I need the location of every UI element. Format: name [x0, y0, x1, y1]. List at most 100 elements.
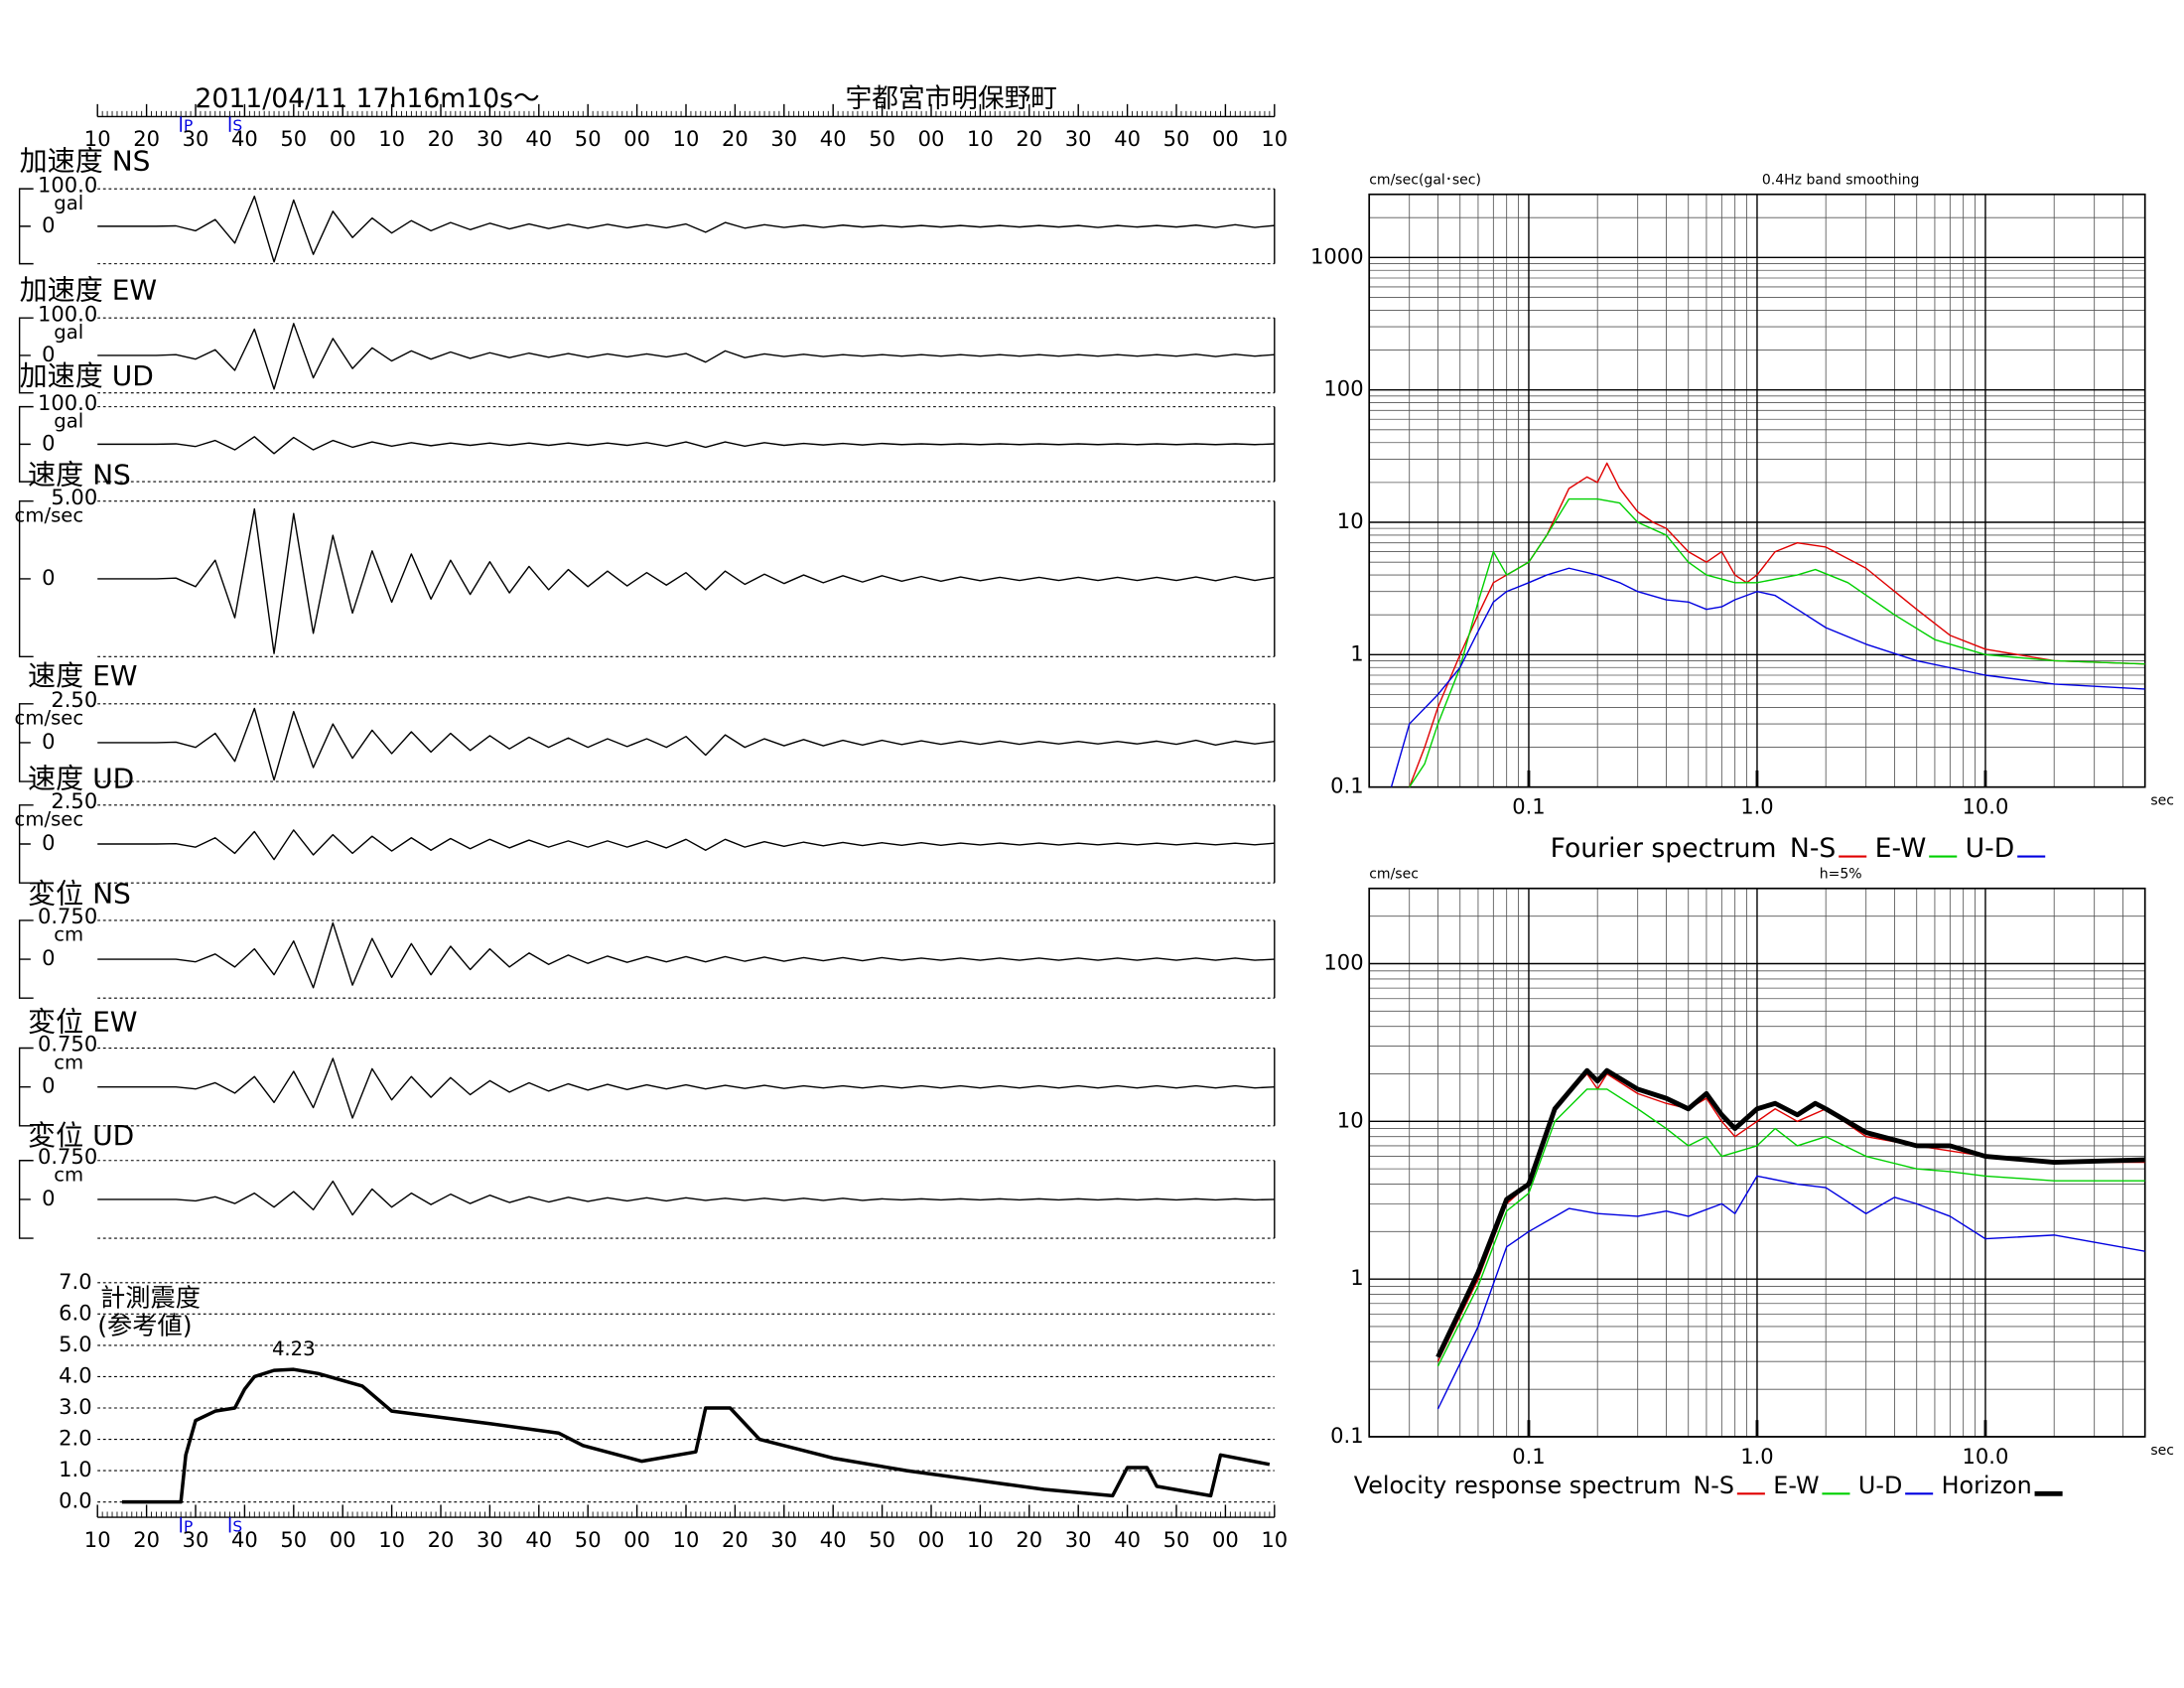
phase-marker-label: S: [232, 1517, 242, 1535]
panel-bracket: [18, 1047, 34, 1127]
x-tick-label: 10: [84, 1528, 111, 1552]
x-tick-label: 40: [231, 1528, 258, 1552]
x-tick-label: 20: [428, 1528, 455, 1552]
x-tick-label: 50: [1163, 127, 1190, 151]
waveform-trace: [97, 1180, 1275, 1216]
y-tick-label: 2.0: [59, 1427, 91, 1451]
y-tick-label: 0: [42, 566, 55, 590]
unit-label: cm/sec: [15, 504, 84, 527]
x-tick-label: 10: [967, 1528, 994, 1552]
unit-label: cm: [54, 1164, 83, 1187]
spectrum-line: [1435, 1067, 2145, 1358]
panel-label: 加速度 EW: [20, 274, 158, 307]
panel-label: 速度 UD: [28, 763, 134, 795]
unit-label: cm/sec: [15, 808, 84, 831]
y-tick-label: 0: [42, 213, 55, 237]
x-tick-label: 20: [722, 127, 749, 151]
y-tick-label: 3.0: [59, 1395, 91, 1419]
x-axis-label: sec: [2150, 1443, 2174, 1459]
y-tick-label: 5.0: [59, 1333, 91, 1356]
waveform-trace: [97, 1057, 1275, 1119]
y-tick-label: 0: [42, 343, 55, 366]
caption: Fourier spectrum: [1551, 833, 1777, 864]
legend-label: N-S: [1693, 1472, 1734, 1499]
x-tick-label: 00: [623, 127, 650, 151]
y-tick-label: 1: [1350, 641, 1363, 665]
unit-label: gal: [54, 192, 83, 214]
panel-label: 加速度 UD: [20, 359, 154, 392]
unit-label: cm/sec: [15, 707, 84, 730]
plot-frame: [1368, 193, 2146, 788]
phase-marker-label: P: [184, 1517, 193, 1535]
panel-bracket: [18, 499, 34, 657]
x-tick-label: 10: [378, 127, 405, 151]
panel-bracket: [18, 703, 34, 782]
panel-label: 変位 EW: [28, 1005, 137, 1038]
x-tick-label: 30: [1065, 1528, 1092, 1552]
y-tick-label: 100: [1323, 377, 1363, 401]
x-tick-label: 1.0: [1740, 1445, 1773, 1469]
x-tick-label: 10.0: [1963, 795, 2009, 819]
y-axis-label: cm/sec: [1369, 867, 1419, 883]
intensity-line: [121, 1367, 1271, 1504]
x-tick-label: 30: [770, 1528, 797, 1552]
y-axis-label: cm/sec(gal･sec): [1369, 173, 1481, 189]
waveform-trace: [97, 436, 1275, 455]
x-tick-label: 50: [575, 1528, 602, 1552]
y-tick-label: 5.00: [51, 486, 97, 509]
phase-marker-label: S: [232, 117, 242, 135]
x-tick-label: 40: [231, 127, 258, 151]
y-tick-label: 0: [42, 946, 55, 970]
y-tick-label: 10: [1337, 509, 1364, 533]
legend-label: E-W: [1875, 833, 1927, 864]
x-tick-label: 30: [183, 127, 209, 151]
x-tick-label: 1.0: [1740, 795, 1773, 819]
y-tick-label: 0: [42, 730, 55, 754]
x-tick-label: 10: [84, 127, 111, 151]
y-tick-label: 0.1: [1330, 774, 1363, 798]
x-tick-label: 00: [918, 1528, 945, 1552]
x-tick-label: 40: [525, 127, 552, 151]
y-tick-label: 7.0: [59, 1270, 91, 1294]
y-tick-label: 0: [42, 1074, 55, 1098]
chart-title: h=5%: [1820, 867, 1862, 883]
legend-label: Horizon: [1942, 1472, 2032, 1499]
panel-bracket: [18, 804, 34, 884]
annotation: 4.23: [272, 1337, 316, 1360]
spectrum-line: [1436, 1072, 2145, 1362]
x-tick-label: 20: [428, 127, 455, 151]
y-tick-label: 100.0: [38, 391, 97, 415]
y-tick-label: 6.0: [59, 1301, 91, 1325]
x-tick-label: 50: [280, 1528, 307, 1552]
panel-bracket: [18, 317, 34, 394]
y-tick-label: 0.0: [59, 1489, 91, 1513]
x-tick-label: 30: [477, 1528, 503, 1552]
x-tick-label: 20: [1016, 127, 1042, 151]
x-tick-label: 00: [918, 127, 945, 151]
panel-label: 加速度 NS: [20, 145, 151, 178]
x-tick-label: 10: [378, 1528, 405, 1552]
y-tick-label: 1.0: [59, 1458, 91, 1481]
y-tick-label: 0: [42, 831, 55, 855]
waveform-trace: [97, 707, 1275, 781]
y-tick-label: 0: [42, 431, 55, 455]
x-tick-label: 00: [1212, 1528, 1239, 1552]
x-axis-label: sec: [2150, 793, 2174, 809]
x-tick-label: 40: [820, 1528, 847, 1552]
panel-label: 速度 EW: [28, 659, 137, 692]
unit-label: gal: [54, 321, 83, 344]
x-tick-label: 50: [280, 127, 307, 151]
panel-bracket: [18, 919, 34, 999]
legend-label: N-S: [1790, 833, 1836, 864]
x-tick-label: 30: [770, 127, 797, 151]
legend-label: U-D: [1858, 1472, 1902, 1499]
waveform-trace: [97, 921, 1275, 989]
x-tick-label: 0.1: [1512, 1445, 1545, 1469]
panel-label: 変位 UD: [28, 1119, 134, 1152]
x-tick-label: 30: [477, 127, 503, 151]
panel-bracket: [18, 1160, 34, 1239]
panel-bracket: [18, 405, 34, 483]
waveform-trace: [97, 507, 1275, 654]
y-tick-label: 10: [1337, 1108, 1364, 1132]
